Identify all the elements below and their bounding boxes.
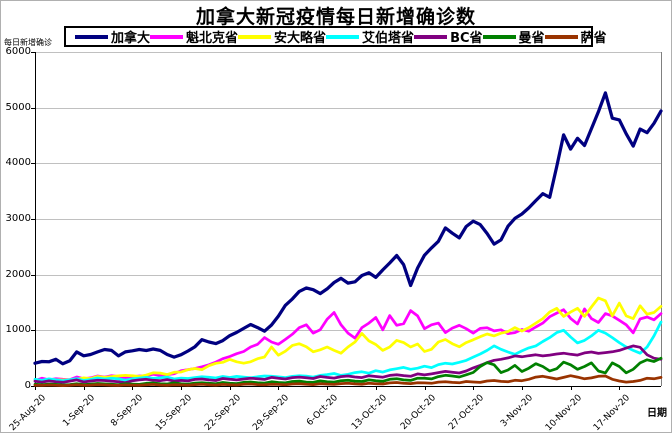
legend: 加拿大 魁北克省 安大略省 艾伯塔省 BC省 曼省 萨省 — [64, 26, 607, 47]
y-axis-tick-label: 3000 — [5, 213, 31, 224]
y-axis-tick-label: 2000 — [5, 268, 31, 280]
legend-item: 艾伯塔省 — [326, 27, 414, 46]
legend-label: BC省 — [450, 31, 483, 46]
chart-title: 加拿大新冠疫情每日新增确诊数 — [195, 6, 476, 28]
legend-label: 艾伯塔省 — [362, 31, 415, 46]
series-line-艾伯塔省 — [33, 320, 663, 383]
legend-item: 安大略省 — [238, 27, 326, 46]
legend-line-swatch — [326, 34, 360, 39]
series-line-加拿大 — [33, 91, 663, 366]
series-line-魁北克省 — [33, 307, 663, 383]
y-axis-tick-label: 6000 — [5, 46, 31, 57]
series-line-BC省 — [33, 344, 663, 385]
legend-item: 萨省 — [544, 27, 607, 46]
y-axis-title: 每日新增确诊 — [4, 38, 52, 47]
legend-label: 曼省 — [518, 31, 545, 46]
y-axis-tick-label: 0 — [24, 380, 31, 391]
legend-line-swatch — [482, 34, 516, 39]
legend-line-swatch — [150, 34, 184, 39]
legend-line-swatch — [414, 34, 448, 39]
legend-line-swatch — [75, 34, 108, 39]
series-line-萨省 — [33, 374, 663, 387]
legend-item: BC省 — [414, 27, 483, 46]
y-axis-tick-label: 4000 — [5, 157, 31, 169]
legend-label: 萨省 — [580, 31, 607, 46]
legend-label: 安大略省 — [274, 31, 327, 46]
legend-line-swatch — [544, 34, 578, 39]
x-axis-title: 日期 — [647, 408, 667, 419]
legend-label: 加拿大 — [111, 31, 151, 46]
y-axis-tick-label: 1000 — [5, 324, 31, 336]
legend-item: 曼省 — [482, 27, 545, 46]
y-axis-tick-label: 5000 — [5, 101, 31, 113]
series-line-安大略省 — [33, 296, 663, 383]
legend-item: 加拿大 — [75, 27, 150, 46]
legend-item: 魁北克省 — [150, 27, 238, 46]
legend-line-swatch — [238, 34, 272, 39]
legend-label: 魁北克省 — [186, 31, 239, 46]
